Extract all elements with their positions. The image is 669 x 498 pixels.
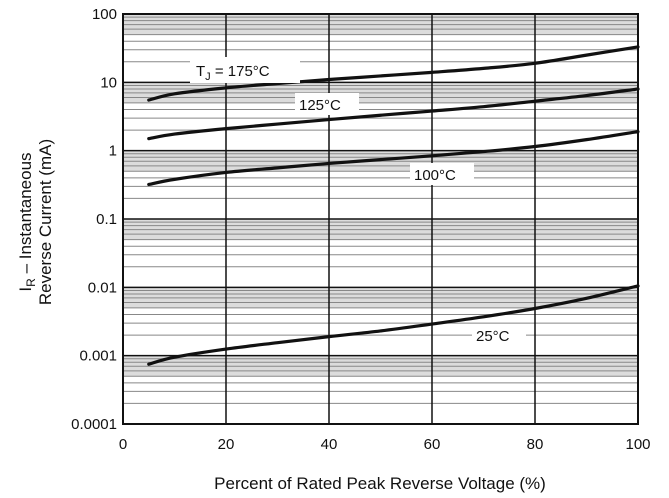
x-tick-labels: 0 20 40 60 80 100: [119, 436, 651, 453]
y-tick-label: 0.001: [79, 348, 117, 365]
y-axis-label: IR – Instantaneous Reverse Current (mA): [16, 139, 55, 305]
curve-label-group: TJ = 175°C 125°C 100°C 25°C: [190, 57, 526, 346]
plot-frame: [122, 13, 639, 425]
curve-label-bg: [472, 324, 526, 346]
y-axis-label-rest: – Instantaneous: [16, 152, 35, 278]
x-tick-label: 40: [321, 436, 338, 453]
y-tick-label: 0.1: [96, 211, 117, 228]
minor-grid-lines: [123, 16, 638, 404]
y-axis-label-sub: R: [24, 278, 38, 287]
y-axis-label-line2: Reverse Current (mA): [36, 139, 55, 305]
curve-group: [147, 45, 640, 366]
y-tick-labels: 0.0001 0.001 0.01 0.1 1 10 100: [71, 6, 117, 433]
curve-label: TJ = 175°C: [196, 63, 270, 83]
x-tick-label: 0: [119, 436, 127, 453]
curve-175c: [147, 45, 640, 102]
curve-label-bg: [410, 163, 474, 185]
y-axis-label-main: I: [16, 287, 35, 292]
curve-label: 25°C: [476, 328, 510, 345]
x-axis-label: Percent of Rated Peak Reverse Voltage (%…: [214, 474, 546, 493]
curve-100c: [147, 130, 640, 187]
curve-label-bg: [295, 93, 359, 115]
curve-25c: [147, 284, 640, 366]
svg-text:IR – Instantaneous: IR – Instantaneous: [16, 152, 38, 291]
curve-label: 125°C: [299, 97, 341, 114]
x-tick-label: 80: [527, 436, 544, 453]
x-tick-label: 100: [625, 436, 650, 453]
curve-125c: [147, 87, 640, 141]
x-tick-label: 20: [218, 436, 235, 453]
curve-label-bg: [190, 57, 300, 83]
curve-label: 100°C: [414, 167, 456, 184]
y-tick-label: 0.0001: [71, 416, 117, 433]
y-tick-label: 100: [92, 6, 117, 23]
y-tick-label: 1: [109, 143, 117, 160]
y-tick-label: 10: [100, 74, 117, 91]
y-tick-label: 0.01: [88, 279, 117, 296]
x-tick-label: 60: [424, 436, 441, 453]
